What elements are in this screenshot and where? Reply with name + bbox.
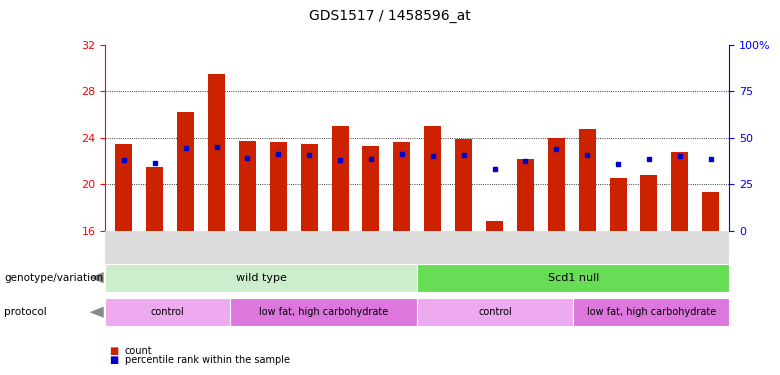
Bar: [672, 152, 689, 231]
Text: percentile rank within the sample: percentile rank within the sample: [125, 355, 290, 365]
Text: control: control: [478, 307, 512, 317]
Text: control: control: [151, 307, 185, 317]
Bar: [573, 298, 729, 326]
Bar: [486, 221, 503, 231]
Text: ■: ■: [109, 346, 119, 355]
Text: Scd1 null: Scd1 null: [548, 273, 599, 283]
Bar: [230, 298, 417, 326]
Text: low fat, high carbohydrate: low fat, high carbohydrate: [259, 307, 388, 317]
Bar: [105, 298, 230, 326]
Text: low fat, high carbohydrate: low fat, high carbohydrate: [587, 307, 716, 317]
Bar: [456, 139, 472, 231]
Bar: [270, 142, 287, 231]
Bar: [424, 126, 441, 231]
Bar: [300, 144, 317, 231]
Bar: [417, 298, 573, 326]
Bar: [640, 175, 658, 231]
Bar: [517, 159, 534, 231]
Text: GDS1517 / 1458596_at: GDS1517 / 1458596_at: [309, 9, 471, 23]
Bar: [548, 138, 565, 231]
Bar: [146, 167, 163, 231]
Polygon shape: [90, 307, 104, 318]
Text: genotype/variation: genotype/variation: [4, 273, 103, 283]
Bar: [105, 264, 417, 292]
Polygon shape: [90, 272, 104, 284]
Bar: [579, 129, 596, 231]
Bar: [417, 264, 729, 292]
Text: protocol: protocol: [4, 307, 47, 317]
Bar: [177, 112, 194, 231]
Bar: [239, 141, 256, 231]
Bar: [393, 142, 410, 231]
Bar: [208, 74, 225, 231]
Text: count: count: [125, 346, 152, 355]
Bar: [115, 144, 133, 231]
Bar: [702, 192, 719, 231]
Text: wild type: wild type: [236, 273, 287, 283]
Bar: [332, 126, 349, 231]
Text: ■: ■: [109, 355, 119, 365]
Bar: [610, 178, 626, 231]
Bar: [363, 146, 379, 231]
